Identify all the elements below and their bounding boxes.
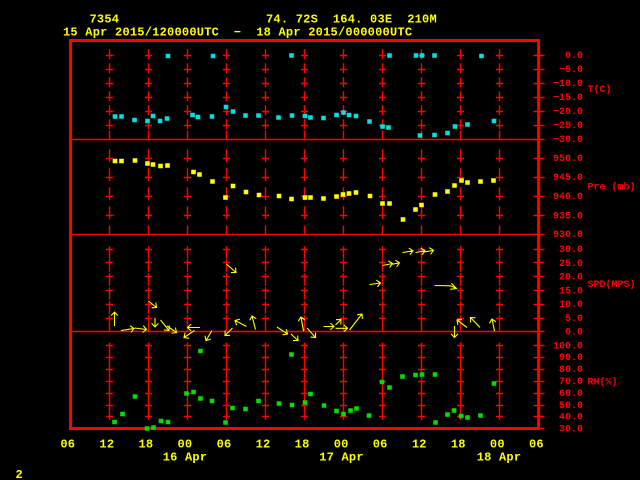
svg-text:50.0: 50.0 (559, 401, 583, 412)
svg-text:12: 12 (256, 438, 271, 452)
svg-text:18: 18 (451, 438, 466, 452)
svg-text:12: 12 (412, 438, 427, 452)
svg-text:80.0: 80.0 (559, 365, 583, 376)
svg-text:15 Apr 2015/120000UTC − 18 A: 15 Apr 2015/120000UTC − 18 Apr 2015/0000… (63, 26, 412, 40)
svg-text:00: 00 (490, 438, 505, 452)
svg-text:06: 06 (217, 438, 232, 452)
svg-text:0.0: 0.0 (565, 328, 583, 339)
svg-text:16 Apr: 16 Apr (163, 451, 208, 465)
svg-text:70.0: 70.0 (559, 377, 583, 388)
svg-text:935.0: 935.0 (553, 211, 583, 222)
svg-text:40.0: 40.0 (559, 413, 583, 424)
svg-text:−20.0: −20.0 (553, 107, 583, 118)
svg-text:SPD(MPS): SPD(MPS) (588, 279, 636, 291)
svg-text:−5.0: −5.0 (559, 65, 583, 76)
svg-text:30.0: 30.0 (559, 425, 583, 436)
svg-text:74. 72S 164. 03E 210M: 74. 72S 164. 03E 210M (266, 12, 437, 26)
svg-text:930.0: 930.0 (553, 230, 583, 241)
svg-text:Pre (mb): Pre (mb) (588, 182, 636, 194)
svg-text:2: 2 (16, 468, 23, 480)
svg-text:00: 00 (334, 438, 349, 452)
svg-text:7354: 7354 (90, 12, 120, 26)
svg-text:RH(%): RH(%) (588, 377, 618, 389)
svg-text:90.0: 90.0 (559, 353, 583, 364)
svg-text:T(C): T(C) (588, 84, 612, 96)
svg-text:−15.0: −15.0 (553, 93, 583, 104)
svg-text:18: 18 (295, 438, 310, 452)
svg-text:−25.0: −25.0 (553, 121, 583, 132)
svg-text:25.0: 25.0 (559, 259, 583, 270)
svg-text:30.0: 30.0 (559, 245, 583, 256)
svg-text:12: 12 (99, 438, 114, 452)
svg-text:10.0: 10.0 (559, 300, 583, 311)
svg-text:00: 00 (178, 438, 193, 452)
svg-text:−30.0: −30.0 (553, 135, 583, 146)
svg-text:0.0: 0.0 (565, 51, 583, 62)
svg-text:06: 06 (529, 438, 544, 452)
svg-text:18: 18 (138, 438, 153, 452)
svg-text:18 Apr: 18 Apr (477, 451, 522, 465)
svg-text:940.0: 940.0 (553, 192, 583, 203)
svg-text:06: 06 (373, 438, 388, 452)
svg-text:06: 06 (60, 438, 75, 452)
svg-text:5.0: 5.0 (565, 314, 583, 325)
svg-text:60.0: 60.0 (559, 389, 583, 400)
svg-text:945.0: 945.0 (553, 173, 583, 184)
svg-text:20.0: 20.0 (559, 273, 583, 284)
svg-text:950.0: 950.0 (553, 154, 583, 165)
svg-text:−10.0: −10.0 (553, 79, 583, 90)
svg-text:100.0: 100.0 (553, 341, 583, 352)
svg-text:15.0: 15.0 (559, 286, 583, 297)
svg-text:17 Apr: 17 Apr (319, 451, 364, 465)
